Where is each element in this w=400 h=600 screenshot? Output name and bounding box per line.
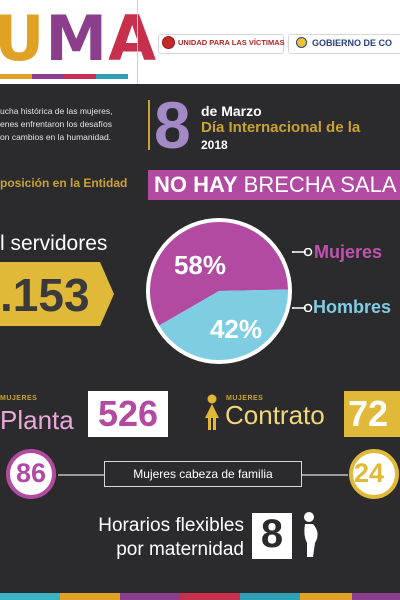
woman-icon-head [207,394,217,404]
horarios-value-box [252,513,292,559]
pie-leader-dots [292,248,313,312]
cabeza-label: Mujeres cabeza de familia [133,467,273,481]
contrato-tag: MUJERES [226,395,264,402]
pregnant-icon-body [304,524,318,557]
woman-icon-dress [205,404,219,418]
date-day: 8 [154,88,191,162]
date-month: de Marzo [201,103,262,119]
logo-color-bar [0,74,128,79]
pregnant-icon-head [304,512,314,522]
logo-letter-u: U [0,2,46,75]
woman-icon [205,394,219,430]
total-badge [0,262,114,326]
cabeza-right-value: 24 [354,458,385,488]
logo-letter-a: A [108,2,158,75]
leader-dot-mujeres [303,248,313,257]
pregnant-woman-icon [304,512,318,557]
unidad-victimas-text: UNIDAD PARA LAS VÍCTIMAS [178,38,285,47]
intro-line-2: enes enfrentaron los desafíos [0,119,112,129]
horarios-line-2: por maternidad [116,539,244,560]
pie-slice-mujeres [149,221,288,326]
contrato-value-box [344,391,400,437]
legend-mujeres: Mujeres [314,242,383,262]
pie-label-hombres: 42% [210,314,262,344]
gender-pie-chart: 58% 42% [146,218,294,364]
brecha-rest: BRECHA SALA [237,172,397,197]
gobierno-seal-icon [296,37,307,48]
planta-value-box [88,391,168,437]
unidad-victimas-logo [158,34,284,54]
gobierno-text: GOBIERNO DE CO [312,38,393,48]
total-badge-shape [0,262,114,326]
brecha-bold: NO HAY [154,172,238,197]
planta-label: Planta [0,405,74,435]
bottom-color-bar [0,593,400,600]
campaign-logo: UMA [0,4,157,74]
cabeza-left-value: 86 [15,458,47,488]
legend-hombres: Hombres [313,297,392,317]
logo-letter-m: M [45,2,109,75]
brecha-banner [148,170,400,200]
horarios-line-1: Horarios flexibles [98,515,244,536]
cabeza-label-box [104,461,302,487]
composition-label: posición en la Entidad [0,176,128,190]
cabeza-right-circle [349,449,399,499]
gobierno-logo [288,34,400,54]
pie-slice-hombres [159,289,288,360]
planta-value: 526 [97,393,159,434]
intro-line-1: ucha histórica de las mujeres, [0,106,113,116]
woman-icon-leg-left [208,418,211,430]
date-divider [148,100,150,150]
servidores-label: l servidores [0,232,108,255]
event-name: Día Internacional de la [201,119,361,136]
pie-label-mujeres: 58% [174,250,226,280]
planta-tag: MUJERES [0,395,38,402]
brecha-text: NO HAY BRECHA SALA [154,172,397,198]
header-divider [137,0,138,84]
leader-dot-hombres [303,303,313,312]
servidores-total: .153 [0,269,90,321]
contrato-label: Contrato [225,400,325,430]
intro-line-3: on cambios en la humanidad. [0,132,112,142]
date-year: 2018 [201,138,228,152]
woman-icon-leg-right [213,418,216,430]
horarios-value: 8 [260,512,284,556]
cabeza-left-circle [6,449,56,499]
contrato-value: 72 [348,393,389,434]
unidad-victimas-seal-icon [162,36,175,49]
